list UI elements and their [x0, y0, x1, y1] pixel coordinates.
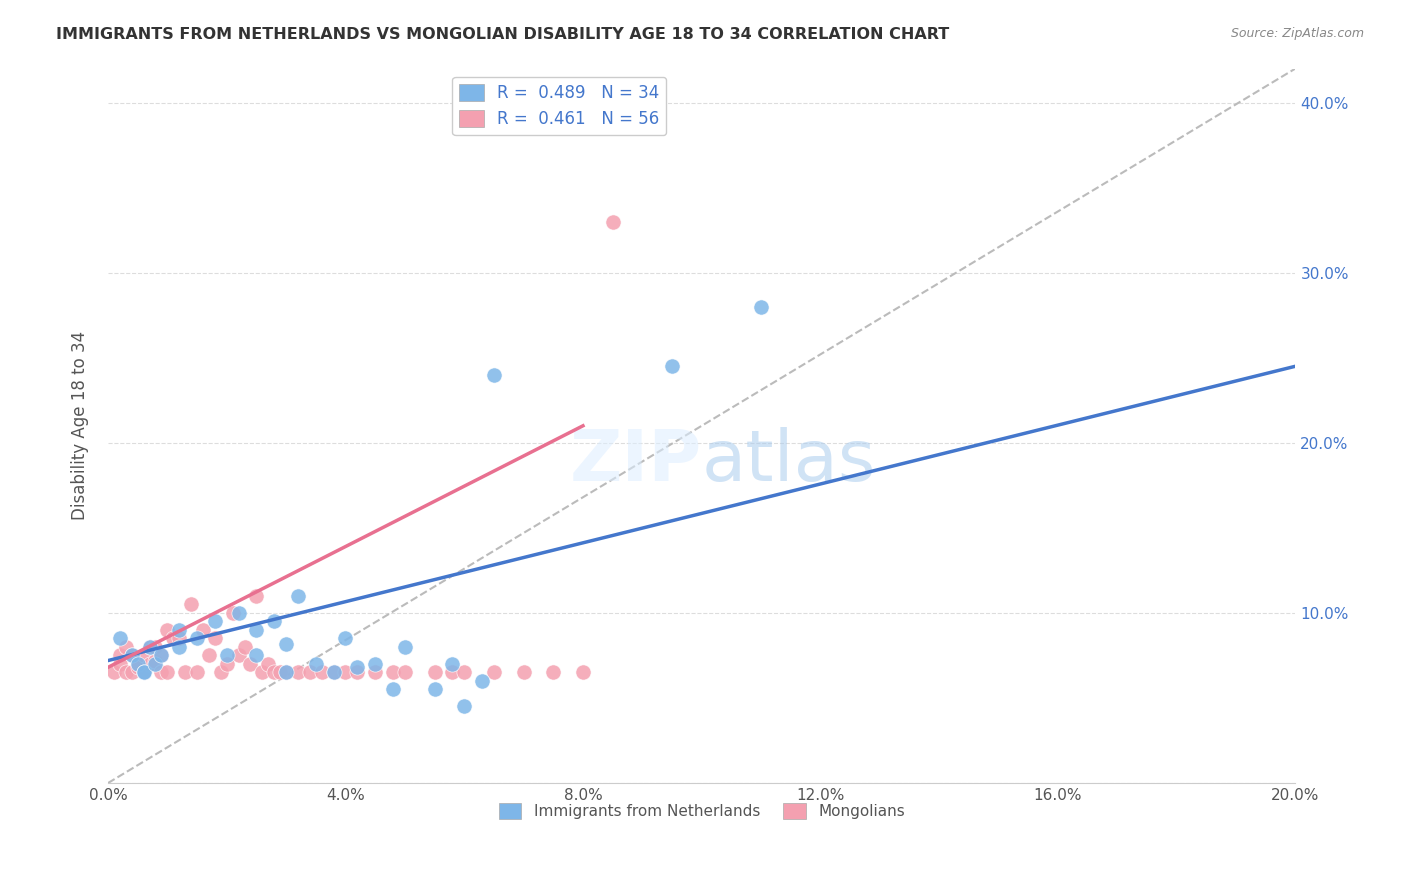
Point — [572, 665, 595, 680]
Point — [245, 648, 267, 663]
Point — [274, 665, 297, 680]
Point — [138, 657, 160, 671]
Y-axis label: Disability Age 18 to 34: Disability Age 18 to 34 — [72, 331, 89, 520]
Legend: Immigrants from Netherlands, Mongolians: Immigrants from Netherlands, Mongolians — [492, 797, 911, 825]
Point — [228, 606, 250, 620]
Point — [156, 665, 179, 680]
Point — [132, 665, 155, 680]
Point — [453, 665, 475, 680]
Point — [150, 648, 173, 663]
Point — [132, 665, 155, 680]
Point — [252, 665, 274, 680]
Point — [191, 623, 214, 637]
Point — [114, 665, 136, 680]
Point — [335, 665, 357, 680]
Point — [103, 665, 125, 680]
Point — [145, 654, 167, 668]
Point — [121, 665, 143, 680]
Point — [394, 665, 416, 680]
Point — [441, 665, 464, 680]
Point — [274, 636, 297, 650]
Point — [127, 657, 149, 671]
Point — [221, 606, 243, 620]
Point — [287, 589, 309, 603]
Point — [335, 632, 357, 646]
Point — [114, 640, 136, 654]
Point — [364, 657, 387, 671]
Point — [263, 615, 285, 629]
Point — [346, 665, 368, 680]
Point — [167, 623, 190, 637]
Point — [602, 214, 624, 228]
Point — [346, 660, 368, 674]
Point — [311, 665, 333, 680]
Point — [239, 657, 262, 671]
Text: IMMIGRANTS FROM NETHERLANDS VS MONGOLIAN DISABILITY AGE 18 TO 34 CORRELATION CHA: IMMIGRANTS FROM NETHERLANDS VS MONGOLIAN… — [56, 27, 949, 42]
Point — [305, 657, 328, 671]
Point — [186, 632, 208, 646]
Point — [263, 665, 285, 680]
Point — [269, 665, 291, 680]
Point — [138, 640, 160, 654]
Point — [121, 648, 143, 663]
Point — [156, 623, 179, 637]
Point — [198, 648, 221, 663]
Point — [298, 665, 321, 680]
Text: ZIP: ZIP — [569, 427, 702, 496]
Point — [162, 632, 184, 646]
Point — [382, 682, 405, 697]
Point — [145, 640, 167, 654]
Text: Source: ZipAtlas.com: Source: ZipAtlas.com — [1230, 27, 1364, 40]
Point — [215, 648, 238, 663]
Point — [167, 640, 190, 654]
Point — [209, 665, 232, 680]
Point — [471, 673, 494, 688]
Point — [167, 632, 190, 646]
Point — [132, 665, 155, 680]
Point — [543, 665, 565, 680]
Point — [482, 665, 505, 680]
Point — [749, 300, 772, 314]
Point — [441, 657, 464, 671]
Point — [245, 623, 267, 637]
Point — [453, 699, 475, 714]
Point — [322, 665, 344, 680]
Point — [174, 665, 197, 680]
Point — [423, 682, 446, 697]
Point — [108, 648, 131, 663]
Point — [138, 640, 160, 654]
Point — [127, 660, 149, 674]
Point — [364, 665, 387, 680]
Point — [512, 665, 534, 680]
Point — [108, 657, 131, 671]
Point — [245, 589, 267, 603]
Point — [482, 368, 505, 382]
Point — [228, 648, 250, 663]
Point — [186, 665, 208, 680]
Point — [423, 665, 446, 680]
Point — [274, 665, 297, 680]
Text: atlas: atlas — [702, 427, 876, 496]
Point — [150, 665, 173, 680]
Point — [204, 615, 226, 629]
Point — [322, 665, 344, 680]
Point — [661, 359, 683, 374]
Point — [145, 657, 167, 671]
Point — [287, 665, 309, 680]
Point — [132, 648, 155, 663]
Point — [204, 632, 226, 646]
Point — [233, 640, 256, 654]
Point — [121, 648, 143, 663]
Point — [215, 657, 238, 671]
Point — [382, 665, 405, 680]
Point — [394, 640, 416, 654]
Point — [180, 598, 202, 612]
Point — [257, 657, 280, 671]
Point — [150, 648, 173, 663]
Point — [127, 657, 149, 671]
Point — [108, 632, 131, 646]
